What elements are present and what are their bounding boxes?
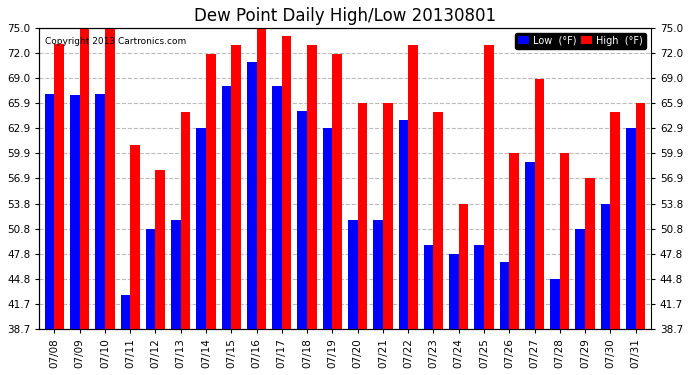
Bar [247, 62, 257, 329]
Bar [45, 94, 55, 329]
Bar [635, 104, 645, 329]
Bar [357, 104, 367, 329]
Bar [95, 94, 105, 329]
Bar [323, 128, 333, 329]
Legend: Low  (°F), High  (°F): Low (°F), High (°F) [515, 33, 646, 49]
Bar [282, 36, 291, 329]
Bar [408, 45, 417, 329]
Bar [433, 112, 443, 329]
Bar [348, 220, 357, 329]
Bar [333, 54, 342, 329]
Bar [155, 170, 165, 329]
Bar [575, 229, 585, 329]
Bar [181, 112, 190, 329]
Bar [79, 28, 89, 329]
Bar [70, 95, 79, 329]
Bar [105, 28, 115, 329]
Bar [525, 162, 535, 329]
Bar [257, 28, 266, 329]
Bar [585, 178, 595, 329]
Bar [509, 153, 519, 329]
Bar [273, 86, 282, 329]
Bar [221, 86, 231, 329]
Bar [611, 112, 620, 329]
Bar [206, 54, 215, 329]
Bar [130, 145, 140, 329]
Bar [475, 245, 484, 329]
Bar [601, 204, 611, 329]
Bar [146, 229, 155, 329]
Bar [55, 45, 64, 329]
Bar [449, 254, 459, 329]
Bar [484, 45, 493, 329]
Bar [550, 279, 560, 329]
Bar [197, 128, 206, 329]
Bar [171, 220, 181, 329]
Bar [231, 45, 241, 329]
Bar [383, 104, 393, 329]
Bar [535, 78, 544, 329]
Bar [424, 245, 433, 329]
Title: Dew Point Daily High/Low 20130801: Dew Point Daily High/Low 20130801 [194, 7, 496, 25]
Bar [626, 128, 635, 329]
Bar [297, 111, 307, 329]
Bar [121, 295, 130, 329]
Bar [459, 204, 469, 329]
Bar [307, 45, 317, 329]
Bar [373, 220, 383, 329]
Text: Copyright 2013 Cartronics.com: Copyright 2013 Cartronics.com [46, 37, 186, 46]
Bar [560, 153, 569, 329]
Bar [500, 262, 509, 329]
Bar [399, 120, 408, 329]
